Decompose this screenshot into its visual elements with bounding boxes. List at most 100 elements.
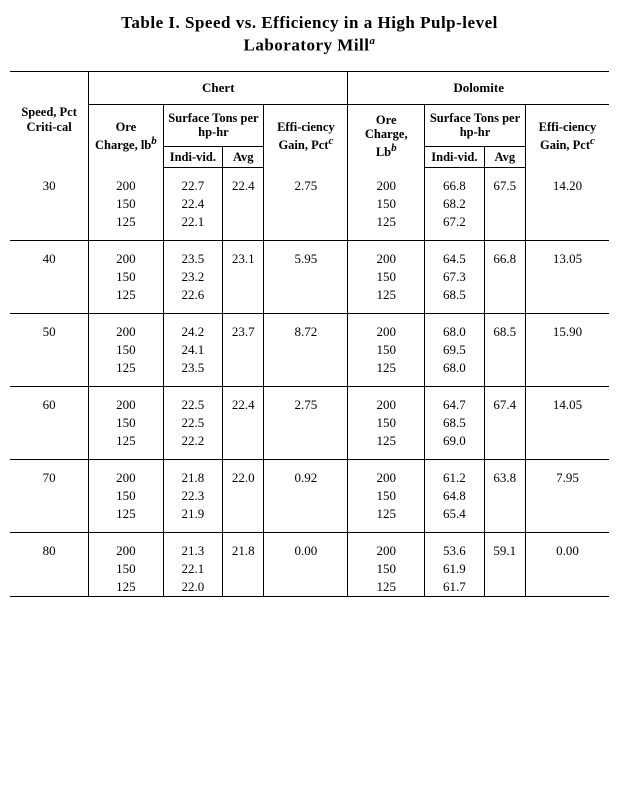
cell-indiv-chert: 23.5: [163, 359, 223, 387]
cell-eff-chert: 8.72: [264, 313, 348, 341]
cell-speed: [10, 414, 89, 432]
cell-avg-dolomite: [484, 432, 525, 460]
cell-ore-chert: 200: [89, 313, 163, 341]
cell-indiv-dolomite: 69.0: [425, 432, 485, 460]
cell-ore-chert: 150: [89, 560, 163, 578]
cell-eff-dolomite: 14.05: [525, 386, 609, 414]
cell-indiv-dolomite: 61.7: [425, 578, 485, 597]
cell-indiv-chert: 22.0: [163, 578, 223, 597]
col-surface-chert: Surface Tons per hp-hr: [163, 104, 264, 146]
cell-indiv-chert: 21.8: [163, 459, 223, 487]
cell-speed: 50: [10, 313, 89, 341]
cell-indiv-chert: 22.2: [163, 432, 223, 460]
cell-ore-dolomite: 150: [348, 487, 425, 505]
table-row: 15022.415068.2: [10, 195, 609, 213]
cell-indiv-chert: 21.9: [163, 505, 223, 533]
cell-eff-dolomite: [525, 432, 609, 460]
cell-indiv-chert: 22.6: [163, 286, 223, 314]
table-row: 15023.215067.3: [10, 268, 609, 286]
cell-ore-chert: 200: [89, 532, 163, 560]
cell-speed: [10, 213, 89, 241]
col-eff-dolomite: Effi-ciency Gain, Pctc: [525, 104, 609, 167]
cell-eff-chert: [264, 414, 348, 432]
cell-ore-chert: 150: [89, 414, 163, 432]
cell-ore-dolomite: 200: [348, 240, 425, 268]
cell-eff-chert: [264, 487, 348, 505]
cell-speed: [10, 432, 89, 460]
cell-eff-chert: [264, 286, 348, 314]
cell-avg-dolomite: 68.5: [484, 313, 525, 341]
cell-eff-chert: [264, 213, 348, 241]
cell-indiv-chert: 22.4: [163, 195, 223, 213]
table-row: 12522.112567.2: [10, 213, 609, 241]
cell-ore-dolomite: 150: [348, 195, 425, 213]
cell-avg-dolomite: [484, 213, 525, 241]
cell-speed: 40: [10, 240, 89, 268]
cell-avg-chert: [223, 286, 264, 314]
cell-speed: [10, 505, 89, 533]
cell-eff-dolomite: 0.00: [525, 532, 609, 560]
cell-ore-dolomite: 200: [348, 386, 425, 414]
cell-avg-chert: 22.4: [223, 386, 264, 414]
col-speed: Speed, Pct Criti-cal: [10, 71, 89, 167]
cell-ore-chert: 125: [89, 213, 163, 241]
cell-indiv-chert: 23.5: [163, 240, 223, 268]
cell-speed: 80: [10, 532, 89, 560]
col-eff-chert: Effi-ciency Gain, Pctc: [264, 104, 348, 167]
cell-speed: [10, 286, 89, 314]
cell-avg-dolomite: 67.5: [484, 167, 525, 195]
group-chert: Chert: [89, 71, 348, 104]
col-indiv-dolomite: Indi-vid.: [425, 146, 485, 167]
cell-eff-chert: [264, 341, 348, 359]
cell-speed: [10, 560, 89, 578]
cell-avg-chert: [223, 505, 264, 533]
col-avg-dolomite: Avg: [484, 146, 525, 167]
table-title: Table I. Speed vs. Efficiency in a High …: [10, 12, 609, 57]
cell-ore-dolomite: 125: [348, 578, 425, 597]
group-dolomite: Dolomite: [348, 71, 609, 104]
cell-eff-dolomite: 7.95: [525, 459, 609, 487]
cell-indiv-dolomite: 65.4: [425, 505, 485, 533]
cell-avg-chert: 21.8: [223, 532, 264, 560]
cell-eff-chert: [264, 432, 348, 460]
cell-indiv-dolomite: 66.8: [425, 167, 485, 195]
cell-avg-chert: [223, 213, 264, 241]
table-row: 12522.612568.5: [10, 286, 609, 314]
title-footnote: a: [370, 35, 376, 47]
table-row: 6020022.522.42.7520064.767.414.05: [10, 386, 609, 414]
cell-avg-chert: [223, 268, 264, 286]
cell-speed: [10, 341, 89, 359]
cell-indiv-chert: 22.5: [163, 414, 223, 432]
table-row: 12523.512568.0: [10, 359, 609, 387]
cell-eff-dolomite: [525, 195, 609, 213]
title-line-1: Table I. Speed vs. Efficiency in a High …: [121, 13, 498, 32]
table-row: 3020022.722.42.7520066.867.514.20: [10, 167, 609, 195]
col-ore-dolomite: Ore Charge, Lbb: [348, 104, 425, 167]
cell-indiv-chert: 22.1: [163, 213, 223, 241]
cell-indiv-chert: 23.2: [163, 268, 223, 286]
table-row: 15022.515068.5: [10, 414, 609, 432]
cell-indiv-dolomite: 64.7: [425, 386, 485, 414]
table-row: 4020023.523.15.9520064.566.813.05: [10, 240, 609, 268]
cell-ore-chert: 200: [89, 459, 163, 487]
cell-avg-chert: 23.7: [223, 313, 264, 341]
cell-eff-dolomite: 13.05: [525, 240, 609, 268]
cell-avg-chert: 22.0: [223, 459, 264, 487]
cell-indiv-chert: 22.1: [163, 560, 223, 578]
cell-eff-chert: 2.75: [264, 167, 348, 195]
cell-speed: [10, 195, 89, 213]
cell-eff-dolomite: [525, 286, 609, 314]
col-surface-dolomite: Surface Tons per hp-hr: [425, 104, 526, 146]
cell-ore-dolomite: 125: [348, 286, 425, 314]
cell-eff-chert: [264, 578, 348, 597]
cell-ore-dolomite: 125: [348, 505, 425, 533]
cell-indiv-dolomite: 68.0: [425, 359, 485, 387]
cell-ore-chert: 200: [89, 167, 163, 195]
table-row: 7020021.822.00.9220061.263.87.95: [10, 459, 609, 487]
cell-avg-dolomite: 66.8: [484, 240, 525, 268]
cell-eff-dolomite: [525, 560, 609, 578]
cell-avg-dolomite: [484, 195, 525, 213]
cell-avg-chert: 22.4: [223, 167, 264, 195]
cell-indiv-dolomite: 67.2: [425, 213, 485, 241]
cell-indiv-dolomite: 61.9: [425, 560, 485, 578]
